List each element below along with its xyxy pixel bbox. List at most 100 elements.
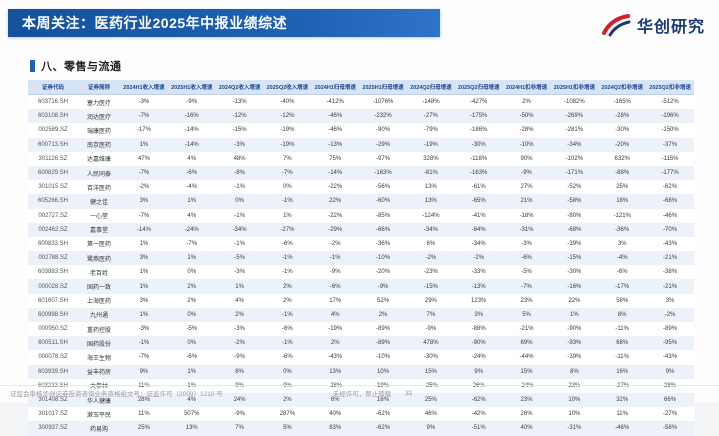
value-cell: -62% <box>471 397 486 404</box>
value-cell: -58% <box>567 198 582 205</box>
value-cell: -9% <box>377 283 389 290</box>
results-table-container: 证券代码 证券简称 2024H1收入增速 2025H1收入增速 2024Q2收入增速 20… <box>28 80 694 436</box>
value-cell: 1% <box>187 368 197 375</box>
value-cell: -17% <box>615 283 630 290</box>
value-cell: -15% <box>423 283 438 290</box>
value-cell: -6% <box>186 170 198 177</box>
stock-code: 603883.SH <box>37 269 69 276</box>
value-cell: -15% <box>567 255 582 262</box>
stock-code: 600833.SH <box>37 240 69 247</box>
value-cell: -80% <box>567 212 582 219</box>
value-cell: -79% <box>423 127 438 134</box>
table-row: 603883.SH 老百姓 1% 0% -3% -1% -9% -20% -23% -33% -5%… <box>28 265 694 280</box>
value-cell: 18% <box>616 198 629 205</box>
value-cell: 69% <box>520 340 533 347</box>
stock-code: 603108.SH <box>37 113 69 120</box>
value-cell: -88% <box>615 170 630 177</box>
table-row: 600998.SH 九州通 1% 0% 2% -1% 4% 2% 7% 3% 5% 1% 8% -2% <box>28 307 694 322</box>
footer-divider <box>0 385 719 386</box>
value-cell: 632% <box>614 155 630 162</box>
value-cell: 11% <box>138 411 150 418</box>
stock-code: 002589.SZ <box>38 127 68 134</box>
value-cell: -4% <box>186 184 198 191</box>
value-cell: -51% <box>471 425 486 432</box>
stock-name: 瑞康医药 <box>86 128 111 135</box>
value-cell: -18% <box>519 212 534 219</box>
value-cell: 10% <box>568 411 581 418</box>
value-cell: 23% <box>520 297 533 304</box>
value-cell: -60% <box>376 198 391 205</box>
table-row: 002727.SZ 一心堂 -7% 4% -1% 1% -22% -85% -124% -41% -… <box>28 208 694 223</box>
value-cell: -1% <box>234 184 245 191</box>
stock-code: 002788.SZ <box>38 255 68 262</box>
value-cell: -6% <box>329 283 341 290</box>
value-cell: -14% <box>184 127 199 134</box>
value-cell: -118% <box>470 155 488 162</box>
value-cell: -38% <box>663 269 678 276</box>
value-cell: -121% <box>613 212 631 219</box>
value-cell: -61% <box>471 184 486 191</box>
value-cell: -46% <box>328 127 343 134</box>
value-cell: -2% <box>234 340 245 347</box>
value-cell: -3% <box>138 99 150 106</box>
stock-name: 健之佳 <box>89 199 108 206</box>
value-cell: -7% <box>138 113 150 120</box>
value-cell: 13% <box>424 184 437 191</box>
value-cell: 13% <box>185 425 198 432</box>
value-cell: 1% <box>283 212 292 219</box>
value-cell: -90% <box>376 127 391 134</box>
value-cell: 13% <box>329 368 342 375</box>
value-cell: 0% <box>235 198 244 205</box>
stock-name: 塞力医疗 <box>86 100 111 107</box>
value-cell: 1% <box>187 198 197 205</box>
value-cell: -7% <box>138 212 150 219</box>
value-cell: -89% <box>376 340 391 347</box>
value-cell: 0% <box>187 311 197 318</box>
value-cell: -27% <box>423 113 438 120</box>
value-cell: 0% <box>187 340 197 347</box>
value-cell: -24% <box>184 226 199 233</box>
value-cell: -44% <box>519 354 534 361</box>
value-cell: -2% <box>425 255 437 262</box>
value-cell: -5% <box>234 255 245 262</box>
value-cell: -3% <box>234 141 245 148</box>
value-cell: -9% <box>425 326 437 333</box>
value-cell: -16% <box>567 283 582 290</box>
value-cell: -36% <box>615 226 630 233</box>
stock-name: 重药控股 <box>86 327 111 334</box>
column-header: 2025Q2收入增速 <box>263 80 312 95</box>
value-cell: -148% <box>422 99 440 106</box>
value-cell: 3% <box>139 297 149 304</box>
header-bar: 本周关注：医药行业2025年中报业绩综述 <box>8 9 440 37</box>
section-heading: 八、零售与流通 <box>30 58 122 74</box>
value-cell: 10% <box>568 397 581 404</box>
value-cell: -7% <box>186 240 198 247</box>
value-cell: 7% <box>426 311 436 318</box>
value-cell: -12% <box>232 113 247 120</box>
column-header: 2025H1归母增速 <box>359 80 407 95</box>
value-cell: -27% <box>280 226 295 233</box>
value-cell: -9% <box>234 354 245 361</box>
stock-code: 002727.SZ <box>38 212 68 219</box>
value-cell: -30% <box>471 141 486 148</box>
section-accent-bar <box>30 60 35 72</box>
value-cell: 9% <box>665 368 675 375</box>
value-cell: 16% <box>616 368 629 375</box>
value-cell: -27% <box>663 411 678 418</box>
value-cell: 40% <box>520 425 533 432</box>
value-cell: -50% <box>519 113 534 120</box>
value-cell: 1% <box>139 141 149 148</box>
value-cell: -9% <box>186 99 198 106</box>
value-cell: -70% <box>663 226 678 233</box>
value-cell: 0% <box>283 184 292 191</box>
stock-name: 华人健康 <box>86 398 111 405</box>
value-cell: -15% <box>232 127 247 134</box>
value-cell: -1% <box>282 311 293 318</box>
stock-name: 嘉事堂 <box>89 228 108 235</box>
value-cell: 25% <box>616 184 629 191</box>
value-cell: -90% <box>471 340 486 347</box>
value-cell: 90% <box>520 155 533 162</box>
value-cell: 1% <box>570 311 579 318</box>
value-cell: 2% <box>330 340 340 347</box>
value-cell: -2% <box>329 240 341 247</box>
